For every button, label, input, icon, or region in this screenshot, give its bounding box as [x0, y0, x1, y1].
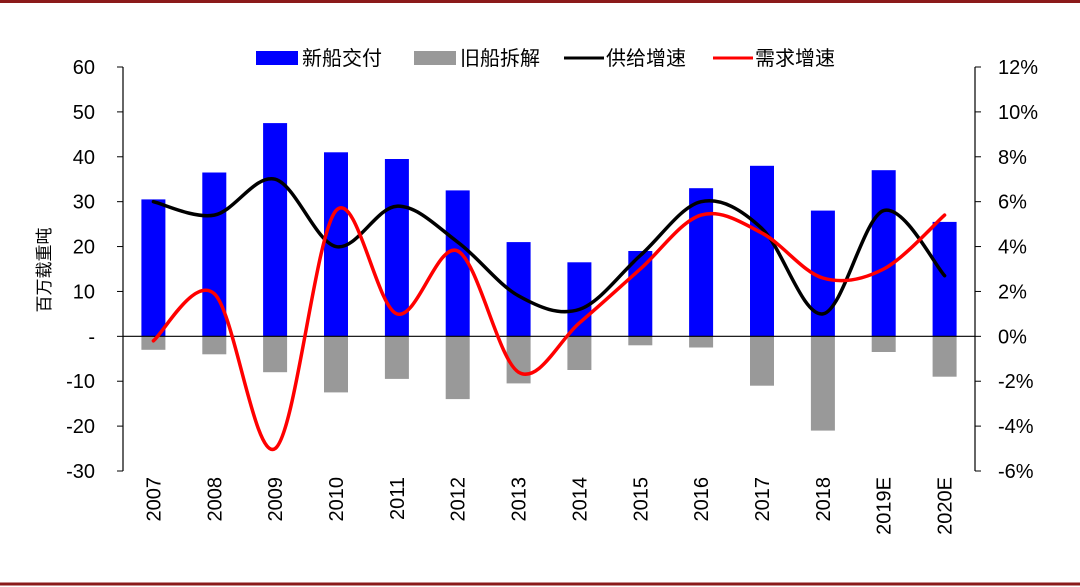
left-tick-label: 40: [73, 147, 95, 169]
right-tick-label: -6%: [998, 461, 1034, 483]
left-tick-label: -: [88, 326, 95, 348]
bar-scrapped-2012: [445, 336, 470, 400]
bar-new-ships-2011: [384, 159, 409, 337]
y-axis-label: 百万载重吨: [35, 228, 55, 313]
bar-new-ships-2016: [689, 188, 714, 337]
x-tick-label: 2007: [143, 477, 165, 522]
bar-new-ships-2019E: [871, 170, 896, 337]
right-tick-label: 10%: [998, 102, 1038, 124]
axes-layer: [117, 66, 981, 472]
bar-new-ships-2009: [263, 123, 288, 337]
x-tick-label: 2010: [326, 477, 348, 522]
x-tick-label: 2011: [387, 477, 409, 520]
bar-scrapped-2015: [628, 336, 653, 346]
right-tick-label: 8%: [998, 147, 1027, 169]
legend-label-new-ships: 新船交付: [302, 46, 382, 70]
bar-new-ships-2017: [750, 165, 774, 337]
bar-scrapped-2013: [506, 336, 531, 384]
right-tick-label: 2%: [998, 281, 1027, 303]
left-tick-label: 20: [73, 237, 95, 259]
left-tick-label: 60: [73, 57, 95, 79]
bar-scrapped-2014: [567, 336, 592, 370]
x-tick-label: 2014: [569, 477, 591, 522]
right-tick-label: -2%: [998, 371, 1034, 393]
lines-layer: [151, 177, 947, 452]
left-tick-label: 50: [73, 102, 95, 124]
x-tick-label: 2016: [691, 477, 713, 522]
legend-swatch-new-ships: [256, 51, 298, 65]
right-tick-label: 6%: [998, 192, 1027, 214]
bar-new-ships-2007: [141, 199, 166, 337]
left-tick-label: -30: [66, 461, 95, 483]
left-tick-label: -20: [66, 416, 95, 438]
x-tick-label: 2019E: [874, 477, 896, 535]
left-tick-label: -10: [66, 371, 95, 393]
bar-new-ships-2014: [567, 262, 592, 337]
bar-new-ships-2013: [506, 242, 531, 337]
bar-scrapped-2019E: [871, 336, 896, 352]
bars-layer: [141, 123, 957, 431]
legend-label-scrapped: 旧船拆解: [460, 46, 540, 70]
bar-new-ships-2020E: [932, 221, 957, 337]
left-tick-label: 10: [73, 281, 95, 303]
left-tick-label: 30: [73, 192, 95, 214]
right-tick-label: 12%: [998, 57, 1038, 79]
bar-scrapped-2020E: [932, 336, 957, 377]
x-tick-label: 2015: [630, 477, 652, 522]
legend: 新船交付 旧船拆解 供给增速 需求增速: [256, 46, 835, 70]
right-tick-label: -4%: [998, 416, 1034, 438]
bar-scrapped-2018: [810, 336, 835, 431]
bar-scrapped-2011: [384, 336, 409, 379]
bar-scrapped-2009: [263, 336, 288, 373]
bar-scrapped-2008: [202, 336, 227, 355]
legend-label-supply: 供给增速: [606, 46, 686, 70]
bar-scrapped-2007: [141, 336, 166, 350]
x-tick-label: 2012: [448, 477, 470, 522]
x-tick-label: 2018: [813, 477, 835, 522]
x-tick-label: 2009: [265, 477, 287, 522]
legend-swatch-scrapped: [414, 51, 456, 65]
x-tick-label: 2017: [752, 477, 774, 522]
ticks-layer: -30-20-10-102030405060-6%-4%-2%0%2%4%6%8…: [66, 57, 1038, 535]
right-tick-label: 0%: [998, 326, 1027, 348]
bar-new-ships-2012: [445, 190, 470, 337]
x-tick-label: 2020E: [935, 477, 957, 535]
right-tick-label: 4%: [998, 237, 1027, 259]
bar-scrapped-2016: [689, 336, 714, 348]
demand-growth-line: [151, 206, 947, 452]
supply-growth-line: [151, 177, 947, 316]
x-tick-label: 2013: [509, 477, 531, 522]
legend-label-demand: 需求增速: [755, 46, 835, 70]
bar-scrapped-2017: [750, 336, 774, 386]
bar-scrapped-2010: [324, 336, 348, 393]
x-tick-label: 2008: [204, 477, 226, 522]
